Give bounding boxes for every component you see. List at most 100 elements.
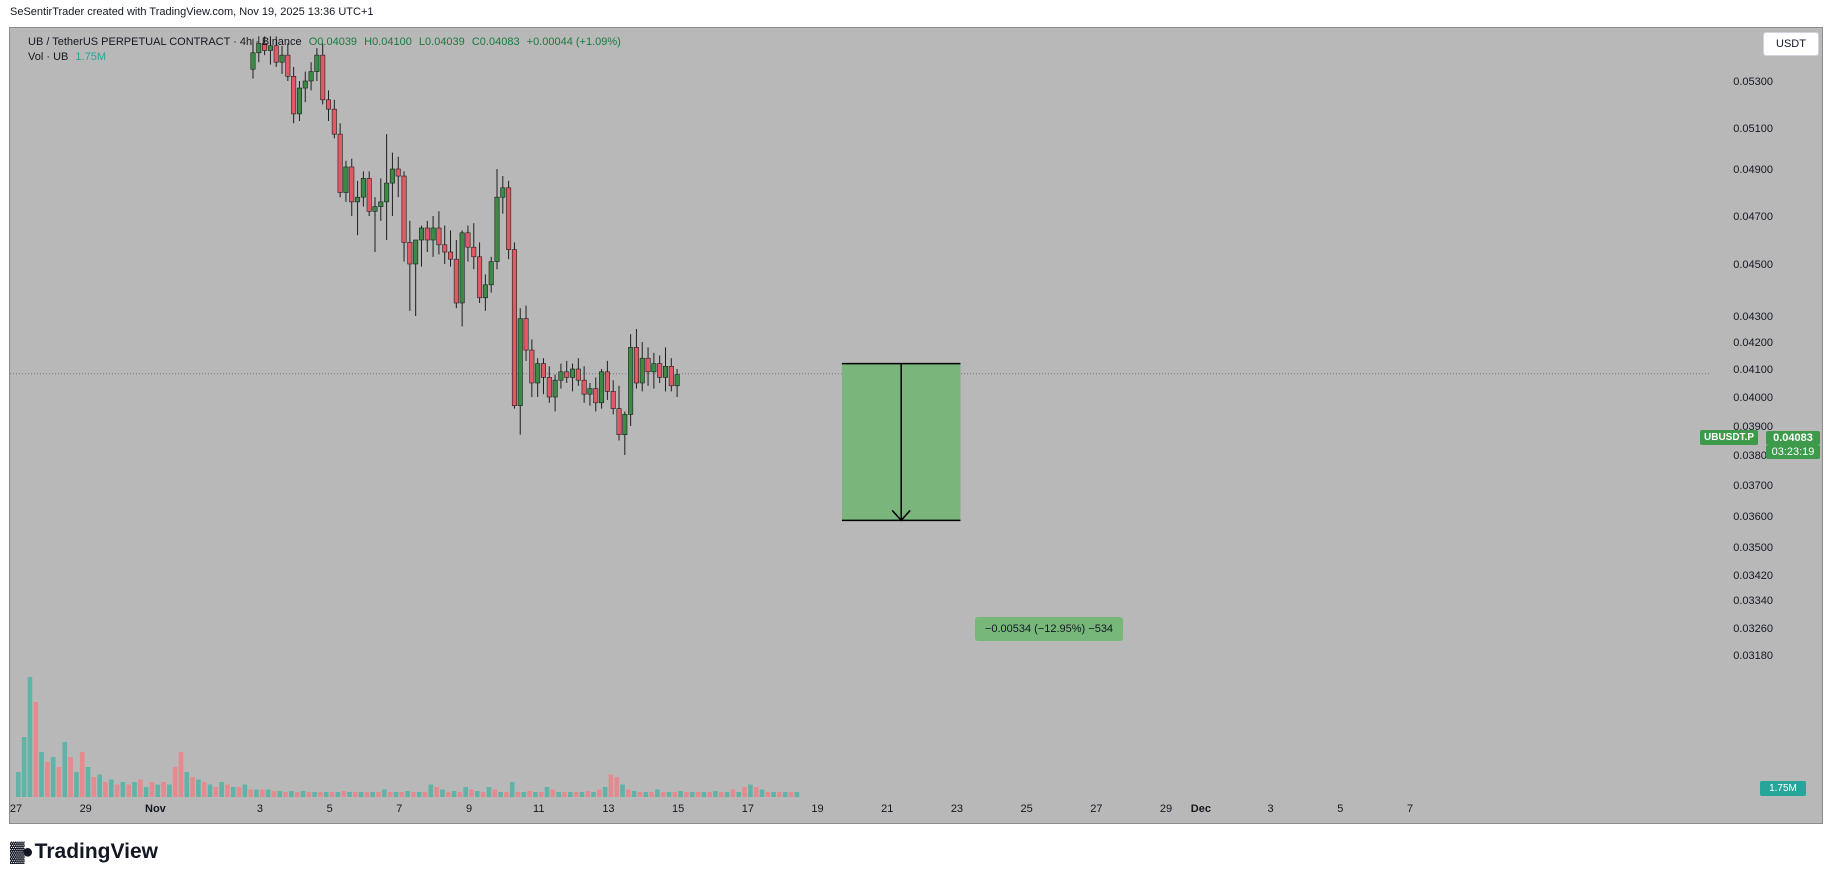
- volume-bar: [474, 791, 480, 797]
- last-price-label: 0.04083: [1766, 431, 1820, 445]
- candle-body: [314, 54, 320, 72]
- volume-bar: [550, 789, 556, 797]
- volume-bar: [79, 752, 85, 797]
- volume-bar: [579, 792, 585, 797]
- volume-bar: [16, 772, 21, 797]
- volume-bar: [527, 791, 532, 797]
- volume-bar: [759, 789, 765, 797]
- volume-bar: [742, 787, 747, 797]
- candle-body: [494, 196, 500, 262]
- volume-bar: [660, 792, 666, 797]
- y-tick-label: 0.03340: [1733, 595, 1773, 607]
- volume-bar: [422, 792, 428, 797]
- volume-bar: [132, 782, 137, 797]
- volume-bar: [271, 791, 277, 797]
- candle-body: [337, 133, 343, 193]
- legend-ohlc: UB / TetherUS PERPETUAL CONTRACT · 4h · …: [28, 36, 625, 48]
- volume-bar: [591, 792, 596, 797]
- volume-bar: [771, 792, 776, 797]
- candle-body: [500, 187, 506, 198]
- candle-body: [291, 75, 297, 115]
- x-tick-label: 17: [742, 803, 754, 815]
- volume-bar: [416, 792, 422, 797]
- x-tick-label: 5: [1337, 803, 1343, 815]
- volume-bar: [684, 792, 689, 797]
- candle-body: [331, 108, 337, 135]
- volume-bar: [666, 792, 672, 797]
- y-tick-label: 0.03700: [1733, 480, 1773, 492]
- volume-bar: [382, 789, 387, 797]
- volume-bar: [138, 779, 143, 797]
- volume-bar: [533, 792, 538, 797]
- candle-body: [302, 80, 308, 89]
- volume-bar: [21, 737, 27, 797]
- volume-bar: [352, 792, 358, 797]
- volume-bar: [318, 792, 323, 797]
- candle-body: [407, 242, 413, 265]
- legend-change: +0.00044 (+1.09%): [526, 36, 621, 48]
- volume-bar: [643, 792, 649, 797]
- volume-bar: [724, 792, 730, 797]
- tradingview-logo[interactable]: ▓● TradingView: [10, 840, 158, 864]
- candle-body: [535, 363, 541, 384]
- y-tick-label: 0.04200: [1733, 337, 1773, 349]
- y-tick-label: 0.04300: [1733, 311, 1773, 323]
- x-tick-label: 15: [672, 803, 684, 815]
- volume-bar: [108, 779, 114, 797]
- volume-bar: [74, 772, 79, 797]
- volume-bar: [370, 792, 376, 797]
- candle-body: [326, 99, 332, 110]
- tradingview-wordmark: TradingView: [34, 840, 158, 863]
- candle-body: [482, 284, 488, 299]
- volume-bar: [219, 782, 224, 797]
- volume-bar: [748, 784, 753, 797]
- volume-bar: [515, 792, 521, 797]
- legend-low: L0.04039: [418, 36, 465, 48]
- x-tick-label: 21: [881, 803, 893, 815]
- volume-bar: [149, 782, 155, 797]
- volume-bar: [85, 767, 91, 797]
- candle-body: [349, 166, 355, 203]
- candle-body: [372, 206, 378, 212]
- x-tick-label: 25: [1021, 803, 1033, 815]
- volume-bar: [329, 792, 335, 797]
- currency-selector[interactable]: USDT: [1763, 32, 1819, 56]
- volume-bar: [498, 792, 503, 797]
- volume-bar: [45, 762, 50, 797]
- x-tick-label: Nov: [145, 803, 167, 815]
- y-tick-label: 0.03500: [1733, 542, 1773, 554]
- volume-bar: [509, 782, 515, 797]
- x-tick-label: 29: [80, 803, 92, 815]
- legend-volume-label[interactable]: Vol · UB: [28, 51, 69, 63]
- volume-bar: [695, 792, 701, 797]
- x-tick-label: 29: [1160, 803, 1172, 815]
- volume-bar: [33, 702, 39, 797]
- x-tick-label: 9: [466, 803, 472, 815]
- candle-body: [308, 71, 314, 82]
- volume-bar: [289, 791, 294, 797]
- volume-bar: [451, 791, 457, 797]
- volume-bar: [207, 784, 213, 797]
- volume-bar: [608, 774, 614, 797]
- volume-bar: [556, 792, 561, 797]
- x-tick-label: 3: [1268, 803, 1274, 815]
- legend-symbol[interactable]: UB / TetherUS PERPETUAL CONTRACT · 4h · …: [28, 36, 302, 48]
- candle-body: [662, 365, 668, 378]
- chart-frame[interactable]: 0.05300 0.05100 0.04900 0.04700 0.04500 0.043…: [9, 27, 1823, 824]
- volume-bar: [126, 784, 131, 797]
- volume-bar: [649, 792, 654, 797]
- price-chart[interactable]: 0.05300 0.05100 0.04900 0.04700 0.04500 0.043…: [10, 28, 1822, 823]
- bar-countdown: 03:23:19: [1766, 445, 1820, 459]
- volume-bar: [469, 789, 474, 797]
- volume-bar: [736, 792, 742, 797]
- candle-body: [395, 168, 401, 177]
- volume-bar: [323, 792, 329, 797]
- y-tick-label: 0.03260: [1733, 623, 1773, 635]
- candle-body: [436, 227, 442, 246]
- volume-bar: [242, 784, 248, 797]
- volume-bar: [178, 752, 184, 797]
- volume-bar: [230, 787, 236, 797]
- candle-body: [250, 52, 256, 70]
- candle-body: [453, 258, 459, 304]
- volume-bar: [562, 792, 567, 797]
